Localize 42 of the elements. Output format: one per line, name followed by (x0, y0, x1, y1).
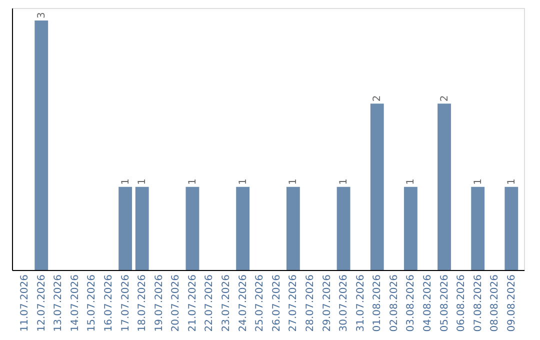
data-label: 1 (406, 178, 417, 185)
x-tick-label: 11.07.2026 (20, 274, 31, 332)
x-tick-label: 22.07.2026 (204, 274, 216, 332)
x-tick-label: 21.07.2026 (187, 274, 198, 332)
data-label: 1 (288, 178, 300, 185)
x-tick-label: 23.07.2026 (221, 274, 232, 332)
x-tick-label: 03.08.2026 (406, 274, 417, 332)
data-label: 1 (338, 178, 350, 185)
x-tick-label: 05.08.2026 (439, 274, 450, 332)
data-label: 1 (187, 178, 198, 185)
x-tick-label: 31.07.2026 (355, 274, 366, 332)
x-tick-label: 09.08.2026 (506, 274, 518, 332)
x-tick-label: 14.07.2026 (70, 274, 81, 332)
x-tick-label: 25.07.2026 (254, 274, 266, 332)
data-label: 1 (472, 178, 484, 185)
x-tick-label: 13.07.2026 (53, 274, 64, 332)
x-tick-label: 26.07.2026 (271, 274, 282, 332)
x-tick-label: 29.07.2026 (322, 274, 333, 332)
x-tick-label: 28.07.2026 (304, 274, 316, 332)
x-tick-label: 27.07.2026 (288, 274, 300, 332)
x-tick-label: 02.08.2026 (388, 274, 400, 332)
x-tick-label: 30.07.2026 (338, 274, 350, 332)
data-label: 1 (137, 178, 148, 185)
data-label: 1 (506, 178, 518, 185)
data-label: 1 (238, 178, 249, 185)
data-label: 1 (120, 178, 132, 185)
x-tick-label: 12.07.2026 (36, 274, 48, 332)
x-tick-label: 04.08.2026 (422, 274, 434, 332)
x-tick-label: 08.08.2026 (490, 274, 501, 332)
x-tick-label: 17.07.2026 (120, 274, 132, 332)
data-label: 2 (372, 95, 384, 102)
x-tick-label: 18.07.2026 (137, 274, 148, 332)
x-tick-label: 19.07.2026 (154, 274, 165, 332)
data-label: 2 (439, 95, 450, 102)
x-tick-label: 06.08.2026 (456, 274, 468, 332)
x-tick-label: 16.07.2026 (104, 274, 115, 332)
x-tick-label: 01.08.2026 (372, 274, 384, 332)
x-tick-label: 15.07.2026 (86, 274, 98, 332)
x-tick-label: 24.07.2026 (238, 274, 249, 332)
x-tick-label: 20.07.2026 (170, 274, 182, 332)
x-tick-label: 07.08.2026 (472, 274, 484, 332)
data-label: 3 (36, 12, 48, 18)
